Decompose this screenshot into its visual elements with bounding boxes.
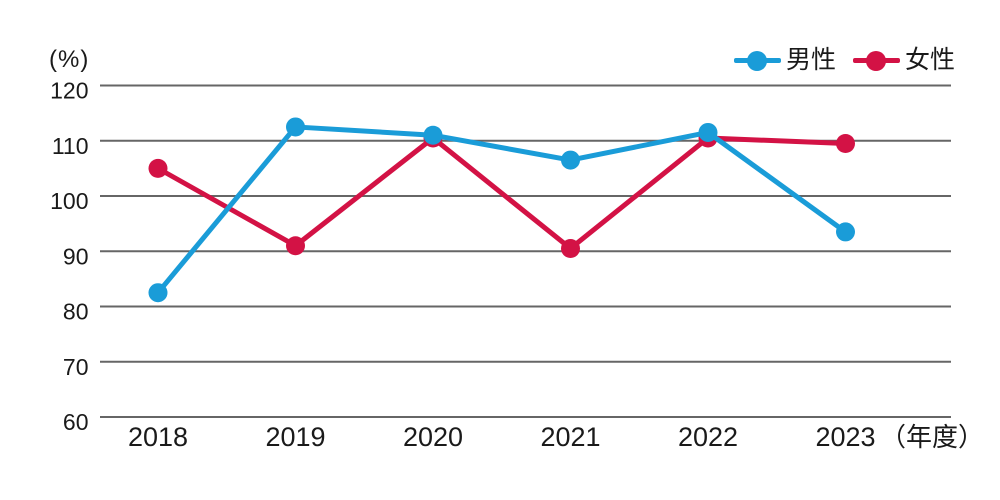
y-tick-label-100: 100 [50, 188, 88, 214]
series-line-female [155, 135, 848, 251]
data-point-male-2019 [286, 117, 305, 137]
y-tick-label-80: 80 [63, 299, 89, 325]
data-point-female-2021 [561, 238, 580, 258]
data-point-male-2018 [148, 283, 168, 303]
x-axis-unit-label: （年度） [880, 422, 984, 452]
series-line-male [155, 124, 848, 296]
y-axis-unit-label: (%) [49, 46, 90, 73]
legend-label-female: 女性 [904, 46, 955, 74]
x-tick-label-2018: 2018 [128, 422, 188, 452]
data-point-female-2018 [148, 158, 168, 178]
y-tick-label-70: 70 [63, 354, 89, 380]
x-tick-label-2023: 2023 [815, 422, 875, 452]
data-point-female-2019 [286, 236, 305, 256]
male-series-marker-icon [733, 50, 781, 72]
data-point-male-2021 [561, 150, 580, 170]
y-tick-label-120: 120 [50, 78, 88, 104]
legend: 男性 女性 [733, 46, 955, 74]
data-point-male-2020 [423, 125, 443, 145]
y-tick-label-60: 60 [63, 409, 89, 435]
y-tick-label-110: 110 [52, 133, 89, 159]
x-tick-label-2020: 2020 [403, 422, 463, 452]
y-tick-label-90: 90 [63, 243, 89, 269]
legend-label-male: 男性 [785, 46, 836, 74]
female-legend-dot [866, 50, 887, 71]
x-tick-label-2021: 2021 [540, 422, 600, 452]
male-legend-dot [747, 50, 768, 71]
legend-item-female: 女性 [852, 46, 955, 74]
x-tick-label-2019: 2019 [265, 422, 325, 452]
data-point-male-2023 [836, 222, 855, 242]
female-series-marker-icon [852, 50, 900, 72]
legend-item-male: 男性 [733, 46, 836, 74]
data-point-female-2023 [836, 134, 855, 154]
data-point-male-2022 [698, 122, 718, 142]
x-tick-label-2022: 2022 [678, 422, 738, 452]
